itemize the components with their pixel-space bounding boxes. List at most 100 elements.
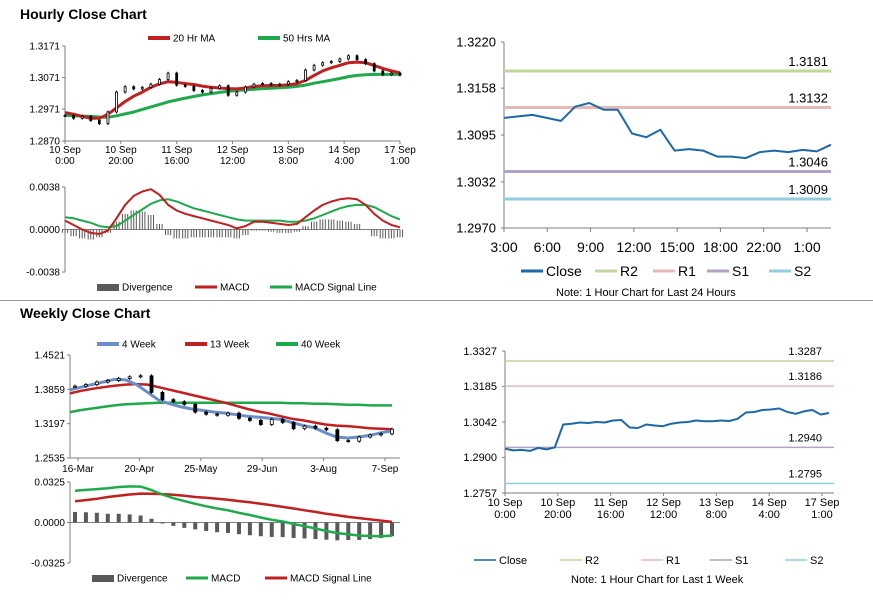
- hourly-price-candle-body: [235, 91, 239, 96]
- hourly-price-candle-body: [218, 85, 222, 89]
- weekly-divergence-bar: [73, 511, 77, 523]
- weekly-1w-s1-label: 1.2940: [788, 432, 822, 444]
- weekly-1w-xtick-label: 8:00: [706, 509, 727, 521]
- hourly-price-xtick-label: 12 Sep: [217, 145, 249, 156]
- weekly-divergence-bar: [204, 522, 209, 531]
- hourly-price-candle-body: [381, 70, 385, 76]
- hourly-price-candle-body: [115, 91, 118, 113]
- weekly-price-candle-body: [379, 433, 383, 436]
- weekly-price-candle-body: [204, 411, 209, 415]
- weekly-section-title: Weekly Close Chart: [20, 305, 151, 321]
- weekly-divergence-bar: [302, 522, 307, 539]
- weekly-divergence-bar: [269, 522, 274, 537]
- weekly-1w-s2-legend-label: S2: [810, 555, 823, 567]
- weekly-price-candle-body: [182, 401, 187, 405]
- weekly-price-xtick-label: 3-Aug: [310, 464, 337, 475]
- weekly-13-week-legend-label: 13 Week: [210, 340, 250, 351]
- weekly-price-candle-body: [149, 375, 154, 393]
- hourly-price-xtick-label: 12:00: [220, 156, 245, 167]
- weekly-price-candle-body: [138, 375, 143, 378]
- hourly-price-candle-body: [269, 83, 273, 86]
- hourly-price-ytick-label: 1.2870: [29, 137, 60, 148]
- hourly-price-candle-body: [123, 86, 127, 93]
- hourly-price-candle-body: [304, 69, 307, 81]
- hourly-price-xtick-label: 10 Sep: [105, 145, 137, 156]
- hourly-24h-close-line: [503, 102, 832, 160]
- hourly-24h-xtick-label: 6:00: [534, 239, 561, 255]
- weekly-1w-ytick-label: 1.3185: [463, 381, 497, 393]
- weekly-price-candle-body: [84, 384, 88, 387]
- hourly-price-candle-body: [158, 79, 161, 85]
- hourly-price-ytick-label: 1.3071: [29, 73, 60, 84]
- weekly-divergence-bar: [94, 512, 99, 523]
- weekly-1w-s1-legend-label: S1: [735, 555, 748, 567]
- weekly-1w-ytick-label: 1.2757: [463, 488, 497, 500]
- weekly-price-candle-body: [302, 425, 307, 430]
- hourly-price-candle-body: [243, 86, 247, 93]
- hourly-price-candle-body: [63, 115, 67, 117]
- hourly-price-candle-body: [89, 115, 93, 121]
- weekly-divergence-bar: [313, 522, 318, 540]
- weekly-1w-xtick-label: 0:00: [494, 509, 515, 521]
- weekly-price-candle-body: [171, 399, 176, 403]
- weekly-1w-xtick-label: 11 Sep: [594, 497, 628, 509]
- weekly-divergence-bar: [182, 522, 187, 528]
- weekly-divergence-bar: [149, 518, 154, 523]
- hourly-price-candle-body: [286, 81, 290, 85]
- hourly-price-xtick-label: 20:00: [108, 156, 133, 167]
- hourly-price-candle-body: [312, 64, 316, 71]
- weekly-divergence-bar: [368, 522, 373, 540]
- weekly-price-candle-body: [215, 413, 220, 416]
- hourly-price-candle-body: [355, 55, 359, 60]
- hourly-price-xtick-label: 4:00: [334, 156, 354, 167]
- hourly-price-xtick-label: 11 Sep: [161, 145, 192, 156]
- weekly-1w-ytick-label: 1.3327: [463, 346, 497, 358]
- weekly-1w-xtick-label: 20:00: [544, 509, 572, 521]
- weekly-divergence-bar: [193, 522, 198, 530]
- weekly-1w-xtick-label: 12:00: [650, 509, 678, 521]
- weekly-price-ytick-label: 1.3859: [34, 385, 65, 396]
- hourly-macd-ytick-label: 0.0038: [29, 183, 60, 194]
- weekly-price-candle-body: [368, 434, 373, 438]
- hourly-price-candle-body: [149, 83, 153, 88]
- hourly-price-ytick-label: 1.3171: [29, 42, 60, 53]
- hourly-24h-s1-label: 1.3046: [788, 154, 828, 169]
- weekly-divergence-bar: [357, 522, 362, 540]
- hourly-24h-r1-label: 1.3132: [788, 90, 828, 105]
- hourly-24h-xtick-label: 15:00: [660, 239, 695, 255]
- weekly-divergence-bar: [83, 512, 88, 523]
- hourly-price-xtick-label: 17 Sep: [384, 145, 416, 156]
- hourly-price-candle-body: [97, 120, 101, 125]
- weekly-1w-ytick-label: 1.3042: [463, 417, 497, 429]
- weekly-1w-r1-legend-label: R1: [666, 555, 680, 567]
- hourly-price-candle-body: [295, 80, 299, 83]
- weekly-price-xtick-label: 16-Mar: [62, 464, 94, 475]
- weekly-1w-s2-label: 1.2795: [788, 469, 822, 481]
- hourly-24h-r2-legend-label: R2: [620, 263, 638, 279]
- hourly-24h-xtick-label: 18:00: [703, 239, 738, 255]
- hourly-price-candle-body: [372, 63, 376, 72]
- weekly-1w-xtick-label: 1:00: [811, 509, 832, 521]
- weekly-1w-xtick-label: 4:00: [758, 509, 779, 521]
- weekly-price-candle-body: [357, 436, 362, 442]
- weekly-1w-note: Note: 1 Hour Chart for Last 1 Week: [571, 574, 744, 586]
- hourly-price-candle-body: [166, 72, 170, 80]
- hourly-50hr-ma-legend-label: 50 Hrs MA: [283, 34, 331, 45]
- hourly-50hr-ma-line: [64, 72, 400, 119]
- weekly-price-ytick-label: 1.2535: [34, 454, 65, 465]
- weekly-divergence-bar: [390, 522, 394, 537]
- weekly-1w-xtick-label: 10 Sep: [540, 497, 575, 509]
- hourly-24h-xtick-label: 22:00: [746, 239, 781, 255]
- hourly-price-candle-body: [140, 86, 144, 90]
- hourly-macd-signal-legend-label: MACD Signal Line: [295, 283, 377, 294]
- hourly-24h-note: Note: 1 Hour Chart for Last 24 Hours: [556, 287, 736, 299]
- hourly-20hr-ma-legend-label: 20 Hr MA: [173, 34, 216, 45]
- hourly-24h-ytick-label: 1.3158: [456, 81, 496, 96]
- weekly-price-candle-body: [160, 391, 165, 401]
- hourly-24h-s2-legend-label: S2: [794, 263, 811, 279]
- hourly-24h-close-legend-label: Close: [546, 263, 582, 279]
- hourly-macd-legend-label: MACD: [220, 283, 249, 294]
- hourly-24h-xtick-label: 12:00: [616, 239, 651, 255]
- weekly-price-candle-body: [313, 425, 318, 429]
